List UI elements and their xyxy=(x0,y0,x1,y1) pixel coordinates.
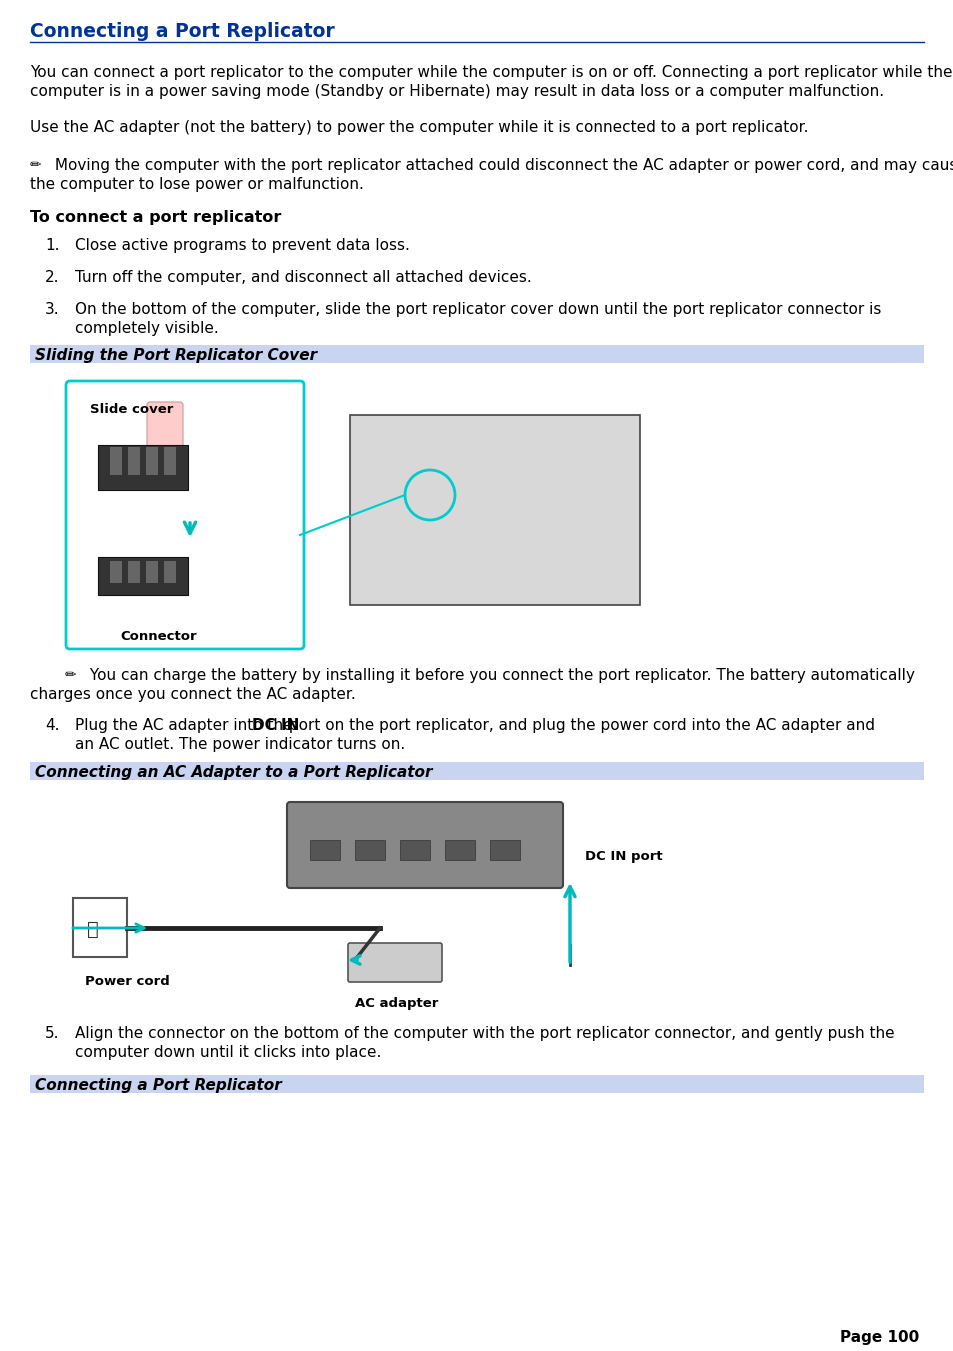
Bar xyxy=(110,447,122,476)
Text: Moving the computer with the port replicator attached could disconnect the AC ad: Moving the computer with the port replic… xyxy=(50,158,953,173)
Text: ⏻: ⏻ xyxy=(87,920,99,939)
Bar xyxy=(128,447,140,476)
Text: computer down until it clicks into place.: computer down until it clicks into place… xyxy=(75,1046,381,1061)
Text: Connector: Connector xyxy=(120,630,196,643)
Text: You can charge the battery by installing it before you connect the port replicat: You can charge the battery by installing… xyxy=(85,667,914,684)
Text: DC IN port: DC IN port xyxy=(584,850,662,863)
Bar xyxy=(146,447,158,476)
Text: DC IN: DC IN xyxy=(252,717,299,734)
Text: Connecting a Port Replicator: Connecting a Port Replicator xyxy=(30,22,335,41)
Bar xyxy=(399,840,430,861)
Bar xyxy=(164,561,175,584)
FancyBboxPatch shape xyxy=(147,403,183,467)
FancyBboxPatch shape xyxy=(287,802,562,888)
Text: Sliding the Port Replicator Cover: Sliding the Port Replicator Cover xyxy=(35,349,316,363)
Text: ✏: ✏ xyxy=(65,667,76,682)
Text: On the bottom of the computer, slide the port replicator cover down until the po: On the bottom of the computer, slide the… xyxy=(75,303,881,317)
Text: Slide cover: Slide cover xyxy=(90,403,173,416)
Text: an AC outlet. The power indicator turns on.: an AC outlet. The power indicator turns … xyxy=(75,738,405,753)
Text: Align the connector on the bottom of the computer with the port replicator conne: Align the connector on the bottom of the… xyxy=(75,1025,894,1042)
Bar xyxy=(444,840,475,861)
Text: To connect a port replicator: To connect a port replicator xyxy=(30,209,281,226)
Bar xyxy=(30,1075,923,1093)
Bar xyxy=(146,561,158,584)
Text: Power cord: Power cord xyxy=(85,975,170,988)
Text: completely visible.: completely visible. xyxy=(75,322,218,336)
Text: the computer to lose power or malfunction.: the computer to lose power or malfunctio… xyxy=(30,177,363,192)
Bar xyxy=(164,447,175,476)
Bar xyxy=(98,444,188,490)
FancyBboxPatch shape xyxy=(348,943,441,982)
FancyBboxPatch shape xyxy=(66,381,304,648)
Text: Close active programs to prevent data loss.: Close active programs to prevent data lo… xyxy=(75,238,410,253)
Text: 4.: 4. xyxy=(45,717,59,734)
Bar xyxy=(128,561,140,584)
Text: Plug the AC adapter into the: Plug the AC adapter into the xyxy=(75,717,297,734)
Text: charges once you connect the AC adapter.: charges once you connect the AC adapter. xyxy=(30,688,355,703)
Text: Page 100: Page 100 xyxy=(839,1329,918,1346)
Text: computer is in a power saving mode (Standby or Hibernate) may result in data los: computer is in a power saving mode (Stan… xyxy=(30,84,883,99)
Text: Use the AC adapter (not the battery) to power the computer while it is connected: Use the AC adapter (not the battery) to … xyxy=(30,120,807,135)
Text: 5.: 5. xyxy=(45,1025,59,1042)
Bar xyxy=(30,762,923,780)
Bar xyxy=(98,557,188,594)
Text: 1.: 1. xyxy=(45,238,59,253)
Bar xyxy=(110,561,122,584)
Bar xyxy=(30,345,923,363)
Text: Connecting a Port Replicator: Connecting a Port Replicator xyxy=(35,1078,281,1093)
Text: Connecting an AC Adapter to a Port Replicator: Connecting an AC Adapter to a Port Repli… xyxy=(35,765,432,780)
FancyBboxPatch shape xyxy=(73,898,127,957)
Text: You can connect a port replicator to the computer while the computer is on or of: You can connect a port replicator to the… xyxy=(30,65,951,80)
Text: Turn off the computer, and disconnect all attached devices.: Turn off the computer, and disconnect al… xyxy=(75,270,531,285)
FancyBboxPatch shape xyxy=(350,415,639,605)
Text: 2.: 2. xyxy=(45,270,59,285)
Bar xyxy=(490,840,519,861)
Bar xyxy=(355,840,385,861)
Text: port on the port replicator, and plug the power cord into the AC adapter and: port on the port replicator, and plug th… xyxy=(284,717,874,734)
Text: ✏: ✏ xyxy=(30,158,42,172)
Bar xyxy=(310,840,339,861)
Text: 3.: 3. xyxy=(45,303,59,317)
Text: AC adapter: AC adapter xyxy=(355,997,438,1011)
